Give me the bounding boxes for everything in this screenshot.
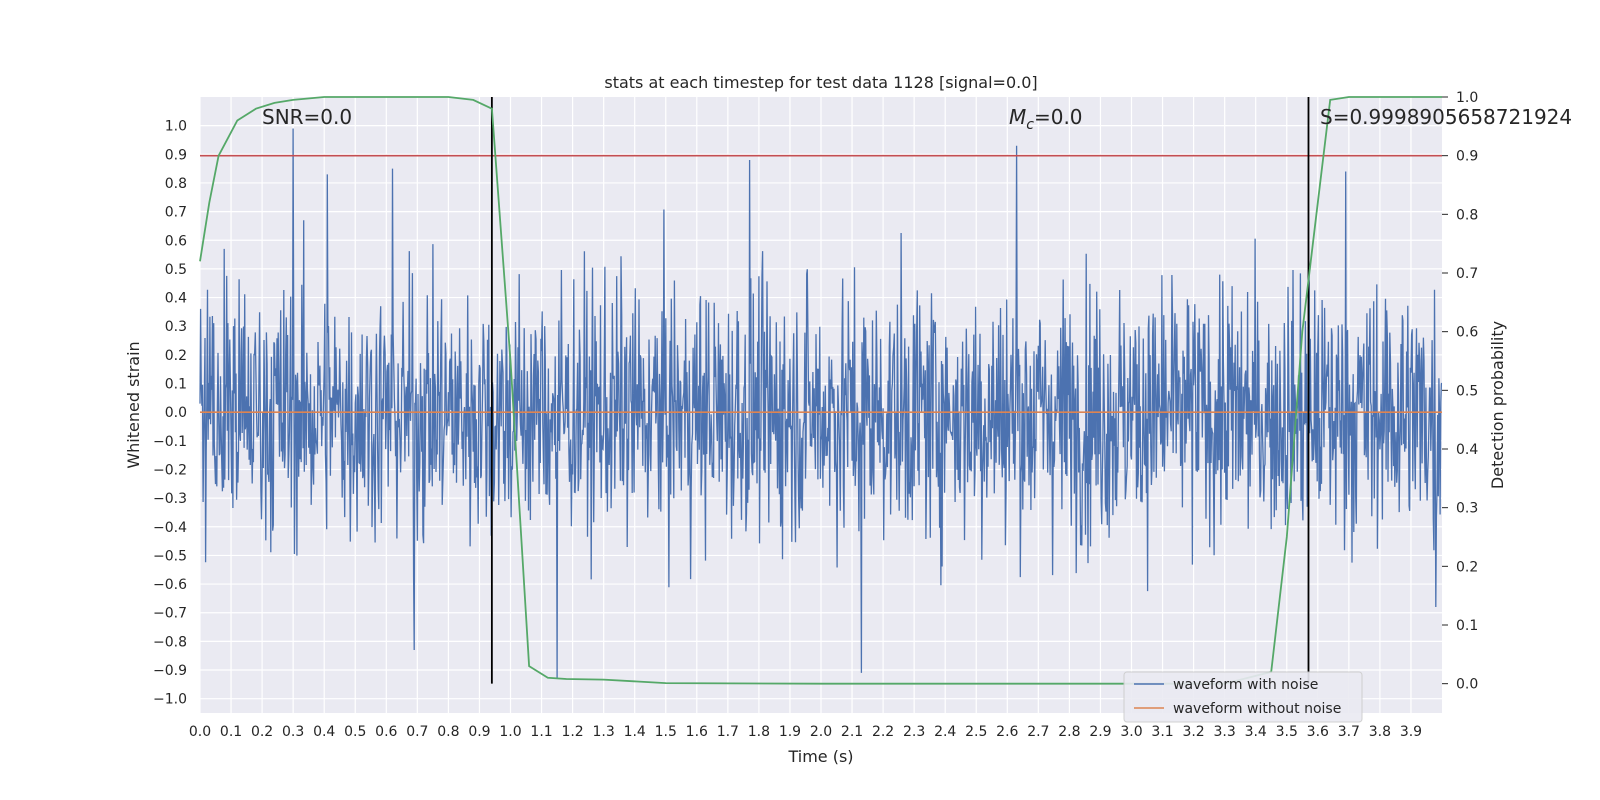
y-tick-label: 0.3 — [165, 319, 187, 335]
x-tick-label: 3.9 — [1400, 724, 1422, 740]
x-tick-label: 3.2 — [1182, 724, 1204, 740]
y2-tick-label: 0.4 — [1456, 442, 1478, 458]
y-tick-label: 1.0 — [165, 119, 187, 135]
y-tick-label: 0.2 — [165, 348, 187, 364]
y2-tick-label: 0.5 — [1456, 383, 1478, 399]
mc-subscript: c — [1026, 117, 1034, 133]
x-tick-label: 2.9 — [1089, 724, 1111, 740]
chart-title: stats at each timestep for test data 112… — [604, 73, 1037, 92]
snr-annotation: SNR=0.0 — [262, 105, 352, 129]
y-tick-label: −0.9 — [153, 663, 187, 679]
x-tick-label: 1.4 — [624, 724, 646, 740]
x-tick-label: 0.0 — [189, 724, 211, 740]
y2-tick-label: 0.0 — [1456, 677, 1478, 693]
y2-tick-label: 0.8 — [1456, 207, 1478, 223]
x-tick-label: 2.3 — [903, 724, 925, 740]
x-tick-label: 3.0 — [1120, 724, 1142, 740]
y2-tick-label: 0.7 — [1456, 266, 1478, 282]
x-tick-label: 3.3 — [1214, 724, 1236, 740]
legend: waveform with noise waveform without noi… — [1123, 671, 1363, 723]
y-tick-label: −0.3 — [153, 491, 187, 507]
y-tick-label: −0.8 — [153, 634, 187, 650]
y-tick-label: −0.4 — [153, 520, 187, 536]
y-tick-label: −0.2 — [153, 462, 187, 478]
x-tick-label: 1.7 — [717, 724, 739, 740]
x-tick-label: 0.2 — [251, 724, 273, 740]
s-annotation: S=0.9998905658721924 — [1320, 105, 1572, 129]
y-tick-label: −0.7 — [153, 606, 187, 622]
x-tick-label: 1.3 — [593, 724, 615, 740]
x-tick-label: 2.4 — [934, 724, 956, 740]
y-tick-label: 0.5 — [165, 262, 187, 278]
x-tick-label: 0.6 — [375, 724, 397, 740]
y2-tick-label: 0.3 — [1456, 501, 1478, 517]
x-tick-label: 2.0 — [810, 724, 832, 740]
x-tick-label: 1.1 — [530, 724, 552, 740]
x-tick-label: 3.1 — [1151, 724, 1173, 740]
x-tick-label: 1.8 — [748, 724, 770, 740]
grid — [199, 97, 1442, 713]
x-tick-label: 0.5 — [344, 724, 366, 740]
y2-tick-label: 1.0 — [1456, 90, 1478, 106]
legend-label-clean: waveform without noise — [1173, 701, 1341, 717]
y-tick-label: 0.1 — [165, 377, 187, 393]
legend-label-noise: waveform with noise — [1173, 677, 1318, 693]
y-tick-label: 0.6 — [165, 233, 187, 249]
mc-symbol: M — [1009, 105, 1026, 129]
y-tick-label: 0.4 — [165, 291, 187, 307]
x-tick-label: 1.0 — [499, 724, 521, 740]
x-tick-label: 1.9 — [779, 724, 801, 740]
y2-tick-label: 0.2 — [1456, 559, 1478, 575]
series-detection-probability — [199, 96, 1442, 685]
y2-axis-label: Detection probability — [1488, 321, 1507, 489]
mc-value: =0.0 — [1034, 105, 1083, 129]
y2-tick-label: 0.9 — [1456, 149, 1478, 165]
y-tick-label: −1.0 — [153, 692, 187, 708]
noise-waveform — [199, 128, 1443, 679]
y-tick-label: 0.7 — [165, 205, 187, 221]
y2-ticks: 1.0 0.9 0.8 0.7 0.6 0.5 0.4 0.3 0.2 0.1 0.0 — [1442, 90, 1478, 693]
x-tick-label: 1.2 — [561, 724, 583, 740]
y-tick-label: 0.0 — [165, 405, 187, 421]
x-tick-label: 2.8 — [1058, 724, 1080, 740]
y2-tick-label: 0.1 — [1456, 618, 1478, 634]
x-tick-label: 3.6 — [1307, 724, 1329, 740]
x-tick-label: 1.6 — [686, 724, 708, 740]
x-tick-label: 2.2 — [872, 724, 894, 740]
x-tick-label: 2.1 — [841, 724, 863, 740]
mc-annotation: Mc=0.0 — [1009, 105, 1083, 133]
series-waveform-with-noise — [199, 128, 1443, 679]
x-tick-label: 3.7 — [1338, 724, 1360, 740]
x-tick-label: 0.4 — [313, 724, 335, 740]
y-tick-label: −0.5 — [153, 548, 187, 564]
x-ticks: 0.0 0.1 0.2 0.3 0.4 0.5 0.6 0.7 0.8 0.9 1.0 1.1 1.2 1… — [189, 724, 1422, 740]
x-tick-label: 3.5 — [1276, 724, 1298, 740]
x-tick-label: 0.8 — [437, 724, 459, 740]
y-axis-label: Whitened strain — [124, 341, 143, 468]
y2-tick-label: 0.6 — [1456, 325, 1478, 341]
x-tick-label: 2.7 — [1027, 724, 1049, 740]
y-tick-label: −0.6 — [153, 577, 187, 593]
x-tick-label: 3.8 — [1369, 724, 1391, 740]
x-tick-label: 3.4 — [1245, 724, 1267, 740]
x-tick-label: 0.9 — [468, 724, 490, 740]
y-tick-label: −0.1 — [153, 434, 187, 450]
x-tick-label: 2.5 — [965, 724, 987, 740]
x-axis-label: Time (s) — [787, 747, 853, 766]
y-tick-label: 0.9 — [165, 147, 187, 163]
x-tick-label: 2.6 — [996, 724, 1018, 740]
x-tick-label: 0.3 — [282, 724, 304, 740]
y-ticks: 1.0 0.9 0.8 0.7 0.6 0.5 0.4 0.3 0.2 0.1 0.0 −0.1 −0.… — [153, 119, 187, 708]
x-tick-label: 0.1 — [220, 724, 242, 740]
legend-box — [1123, 671, 1363, 723]
x-tick-label: 0.7 — [406, 724, 428, 740]
y-tick-label: 0.8 — [165, 176, 187, 192]
x-tick-label: 1.5 — [655, 724, 677, 740]
overlay-lines — [199, 96, 1442, 685]
